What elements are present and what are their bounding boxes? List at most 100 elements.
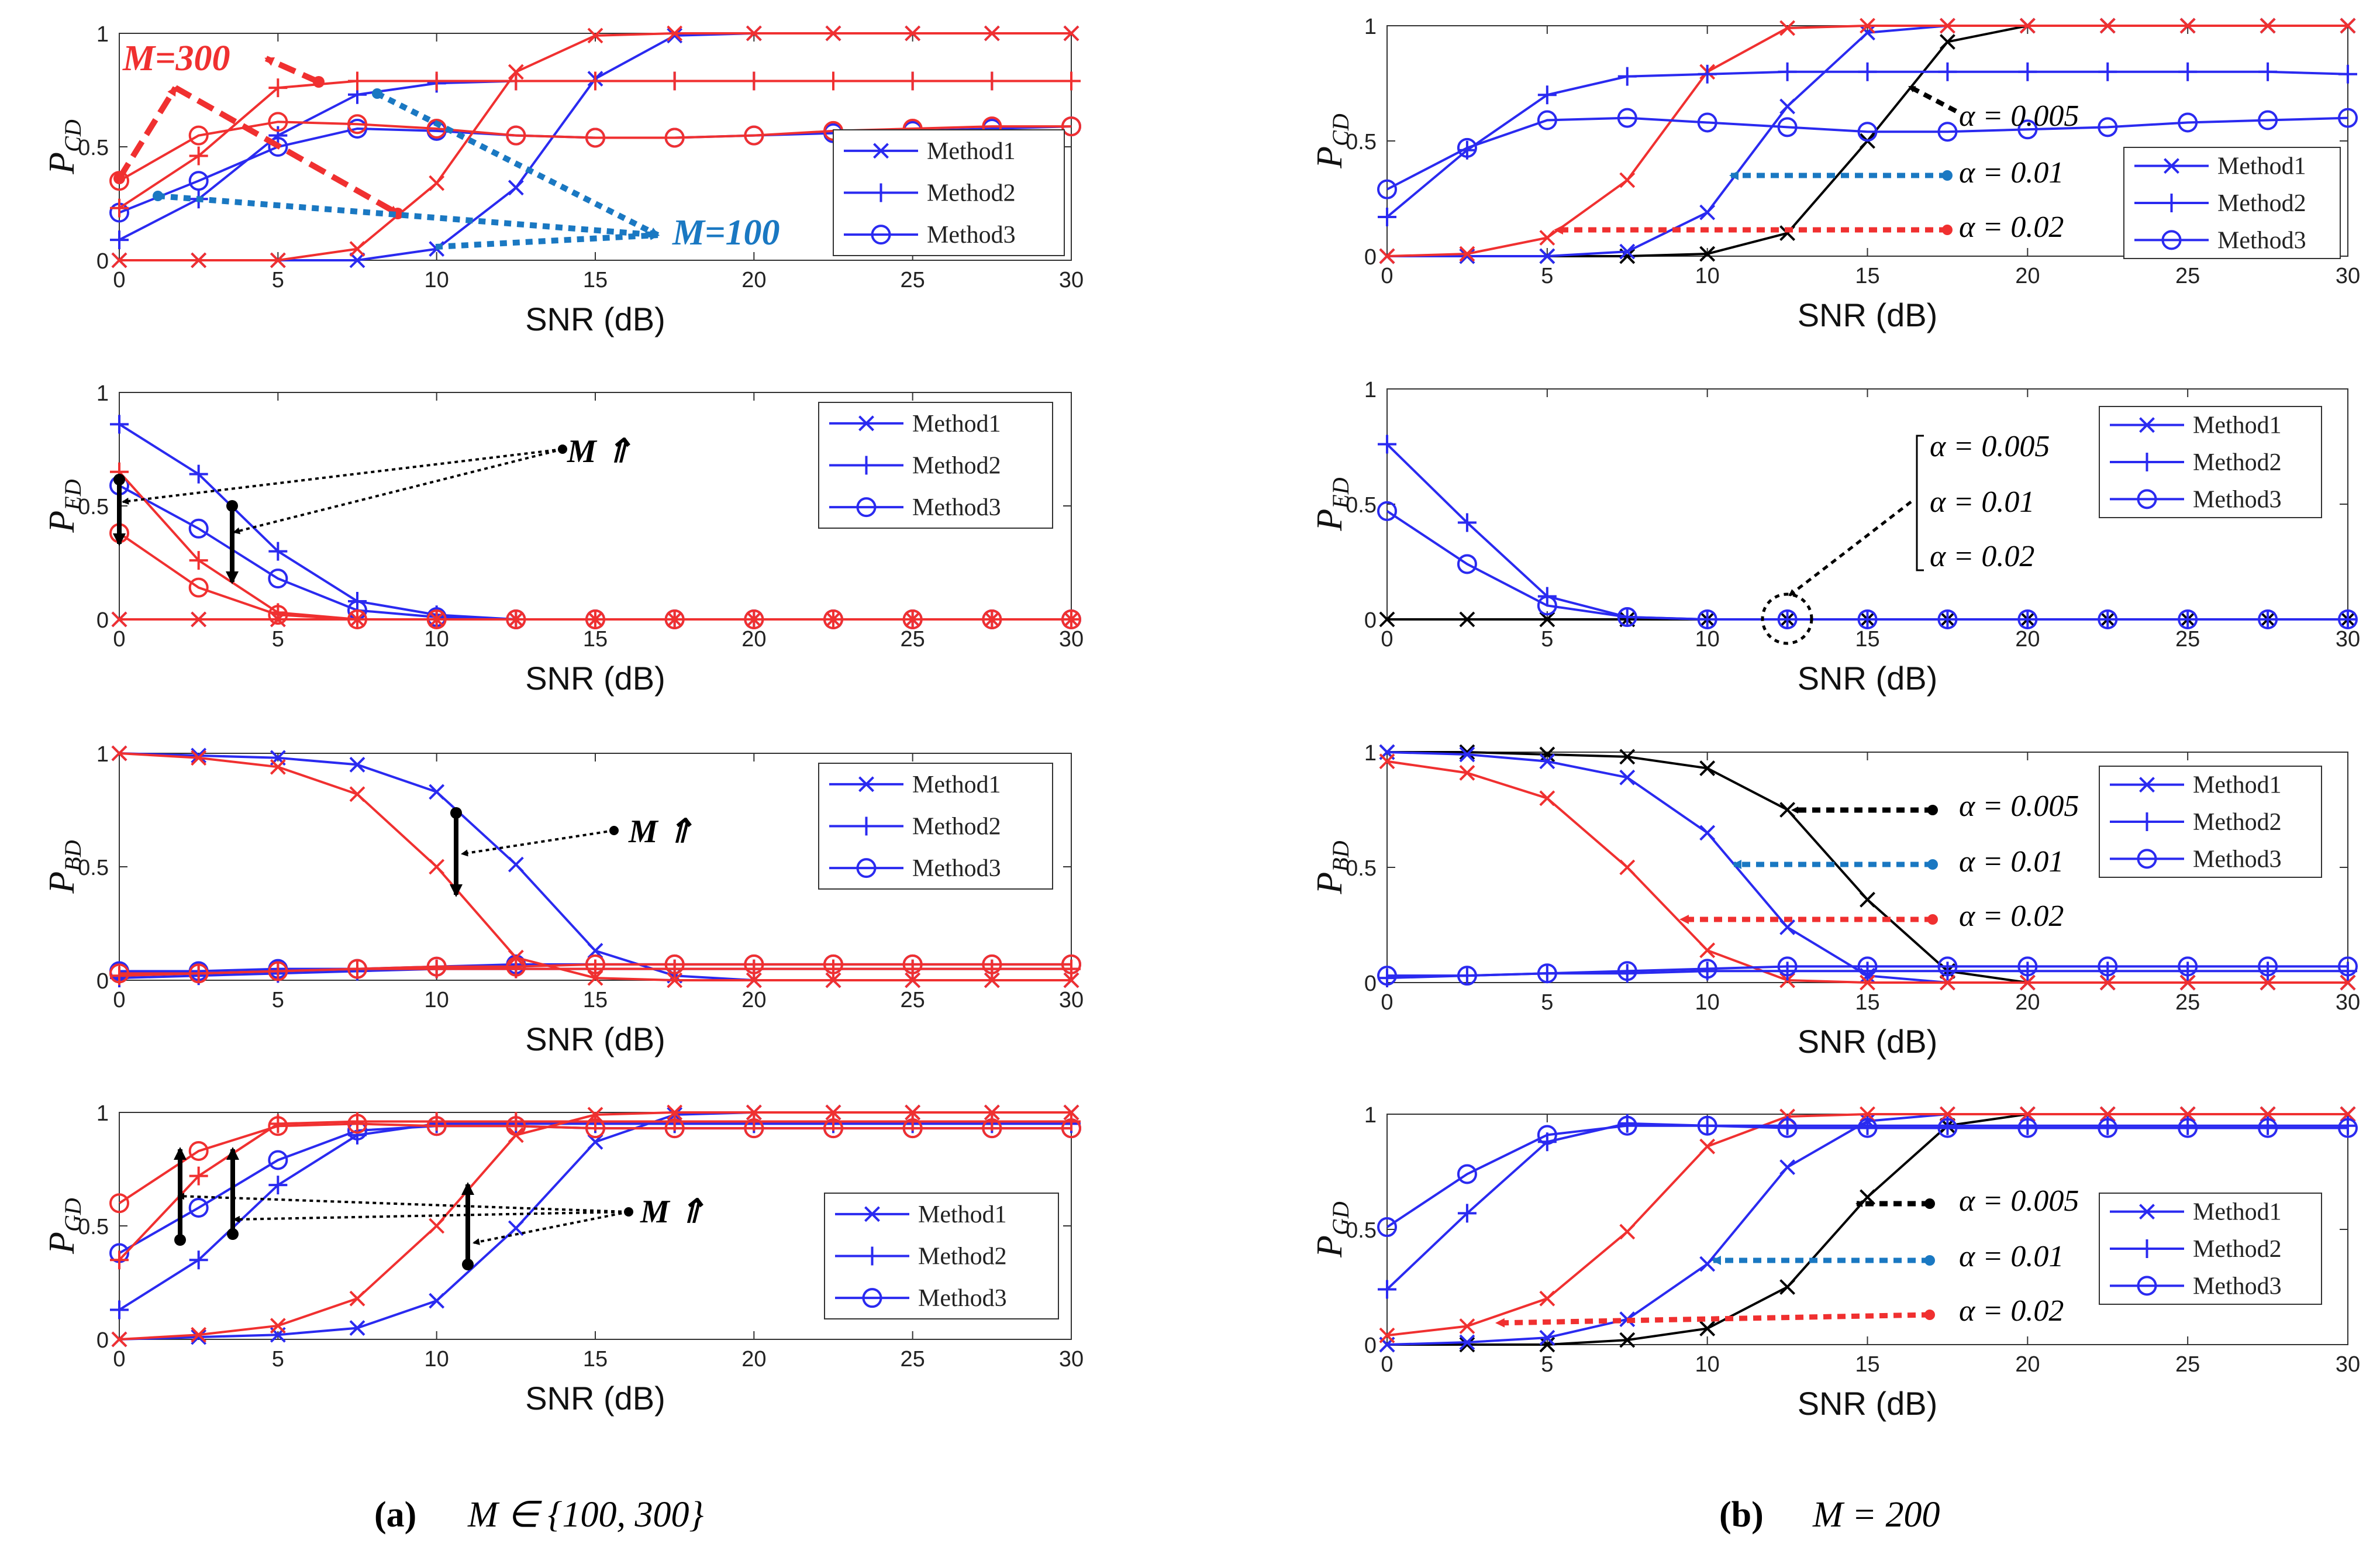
data-point [110, 1300, 129, 1319]
data-point [2019, 1106, 2036, 1122]
data-point [1617, 108, 1637, 128]
y-tick-label: 1 [1364, 1103, 1377, 1128]
data-point [1457, 966, 1477, 986]
data-point [2017, 1118, 2038, 1138]
data-point [1459, 1336, 1475, 1353]
annotation-label: α = 0.02 [1959, 1294, 2064, 1328]
series-line [118, 1122, 1071, 1204]
data-point [1699, 1138, 1716, 1155]
legend-label: Method1 [912, 771, 1001, 798]
legend-label: Method2 [2193, 449, 2282, 476]
data-point [508, 180, 524, 196]
data-point [585, 954, 605, 974]
legend-marker [2139, 1204, 2155, 1220]
legend-marker [864, 1206, 880, 1222]
data-point [268, 542, 288, 561]
data-point [902, 609, 923, 629]
data-point [2340, 974, 2356, 991]
data-point [268, 126, 288, 145]
data-point [1860, 974, 1875, 991]
legend-marker [856, 858, 877, 878]
data-point [1061, 954, 1081, 974]
data-point [1457, 1204, 1477, 1223]
data-point [1860, 1106, 1875, 1122]
y-tick-label: 0.5 [78, 856, 109, 880]
y-tick-label: 1 [96, 381, 109, 406]
data-point [1539, 790, 1555, 807]
legend-label: Method2 [912, 453, 1001, 480]
data-point [1539, 1336, 1555, 1353]
x-tick-label: 25 [901, 1347, 925, 1372]
annotation-dot [1924, 1198, 1935, 1209]
x-tick-label: 5 [1541, 1352, 1553, 1377]
annotation-dot [1927, 914, 1938, 925]
x-tick-label: 20 [741, 1347, 766, 1372]
data-point [2098, 956, 2118, 977]
x-tick-label: 20 [741, 268, 766, 292]
annotations-a4: M ⇑ [174, 1147, 705, 1270]
data-point [1619, 769, 1636, 785]
legend-label: Method3 [2193, 486, 2282, 513]
data-point [110, 230, 129, 250]
y-tick-label: 0 [1364, 1334, 1377, 1358]
data-point [349, 1290, 365, 1307]
legend-marker [858, 415, 874, 432]
series-line [1387, 965, 2348, 977]
annotation-arrow [1788, 501, 1912, 597]
data-point [111, 252, 127, 268]
annotation-label: M ⇑ [628, 814, 694, 850]
x-tick-label: 0 [1381, 1352, 1393, 1377]
data-point [188, 577, 209, 598]
data-point [746, 972, 762, 988]
data-point [109, 963, 129, 984]
data-point [191, 611, 207, 628]
caption-a-text: M ∈ {100, 300} [467, 1495, 703, 1535]
data-point [1857, 956, 1878, 977]
legend: Method1 Method2 Method3 [2099, 406, 2322, 518]
data-point [1940, 974, 1955, 991]
data-point [825, 972, 841, 988]
annotation-dot [226, 500, 238, 512]
x-tick-label: 0 [113, 1347, 125, 1372]
data-point [1459, 746, 1475, 763]
annotations-a1: M=300 M=100 [113, 39, 779, 253]
x-tick-label: 25 [2175, 1352, 2200, 1377]
data-point [110, 1250, 129, 1270]
x-tick-label: 5 [1541, 264, 1553, 288]
x-tick-label: 10 [1695, 1352, 1720, 1377]
data-point [2338, 108, 2358, 128]
legend-marker [857, 816, 876, 836]
legend-label: Method1 [918, 1201, 1007, 1228]
data-point [585, 1118, 605, 1139]
data-point [823, 954, 843, 974]
data-point [1619, 859, 1636, 876]
x-tick-label: 20 [2015, 264, 2040, 288]
data-point [506, 956, 526, 977]
data-point [2340, 1106, 2356, 1122]
x-tick-label: 10 [1695, 264, 1720, 288]
data-point [1378, 435, 1396, 454]
data-point [1378, 1280, 1396, 1299]
data-point [2017, 609, 2038, 629]
x-tick-label: 5 [1541, 627, 1553, 652]
data-point [349, 241, 365, 257]
data-point [1457, 137, 1477, 158]
x-tick-label: 30 [1059, 627, 1084, 652]
data-point [1699, 825, 1716, 841]
annotation-dot [113, 173, 125, 184]
data-point [744, 609, 764, 629]
data-point [1940, 1106, 1955, 1122]
legend-label: Method3 [2193, 1273, 2282, 1300]
x-axis-label: SNR (dB) [1798, 1385, 1938, 1422]
data-point [426, 1116, 447, 1136]
data-point [2338, 956, 2358, 977]
x-tick-label: 30 [2336, 1352, 2360, 1377]
annotation-label: α = 0.01 [1930, 485, 2034, 519]
legend-label: Method2 [912, 814, 1001, 840]
data-point [1377, 966, 1397, 986]
series-line [119, 963, 1071, 975]
x-axis-label: SNR (dB) [525, 660, 665, 697]
data-point [1937, 1118, 1958, 1138]
caption-b-text: M = 200 [1812, 1495, 1940, 1535]
